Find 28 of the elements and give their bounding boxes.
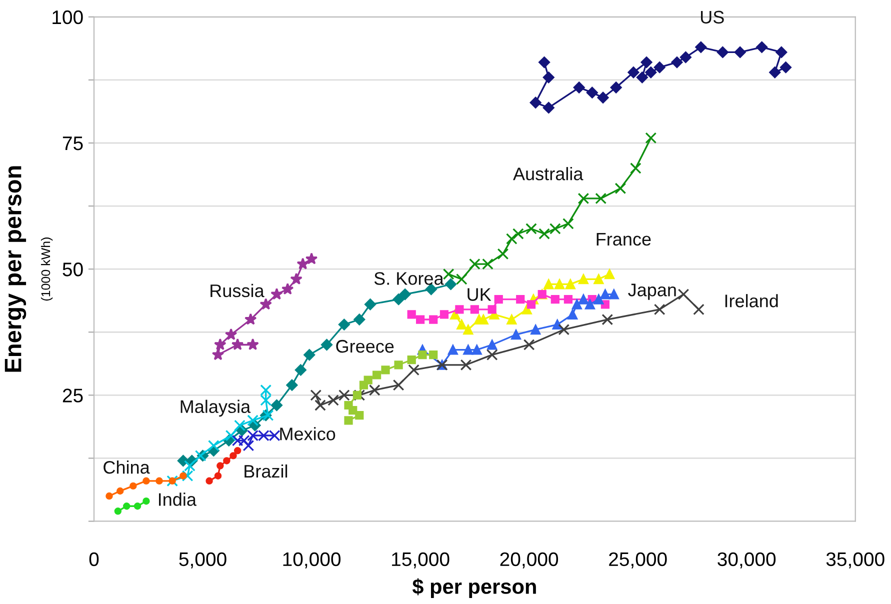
series-label: Australia [513, 167, 584, 180]
series-label: Malaysia [180, 400, 251, 417]
series-label: Japan [628, 284, 676, 300]
series-label: France [596, 233, 651, 246]
y-tick-label: 100 [52, 10, 83, 24]
series-label: UK [468, 288, 492, 301]
series-label: S. Korea [374, 272, 444, 285]
series-label: India [158, 492, 196, 506]
series-label: Mexico [280, 427, 336, 440]
x-tick-label: 10,000 [283, 552, 341, 568]
x-tick-label: 20,000 [500, 552, 558, 568]
x-tick-label: 0 [89, 552, 99, 566]
x-axis-title: $ per person [412, 578, 536, 598]
series-label: Brazil [244, 464, 288, 478]
x-tick-label: 30,000 [718, 552, 776, 568]
y-axis-title: Energy per person (1000 kWh) [4, 166, 53, 372]
series-label: China [104, 460, 150, 474]
series-label: US [700, 10, 724, 24]
series-label: Greece [336, 340, 394, 353]
series-label: Russia [210, 284, 264, 298]
x-tick-label: 35,000 [826, 552, 884, 568]
x-tick-label: 5,000 [179, 552, 226, 568]
y-tick-label: 50 [62, 262, 83, 276]
x-tick-label: 15,000 [392, 552, 450, 568]
y-tick-label: 25 [62, 388, 83, 402]
y-tick-label: 75 [62, 136, 83, 150]
series-label: Ireland [725, 294, 778, 308]
x-tick-label: 25,000 [609, 552, 667, 568]
